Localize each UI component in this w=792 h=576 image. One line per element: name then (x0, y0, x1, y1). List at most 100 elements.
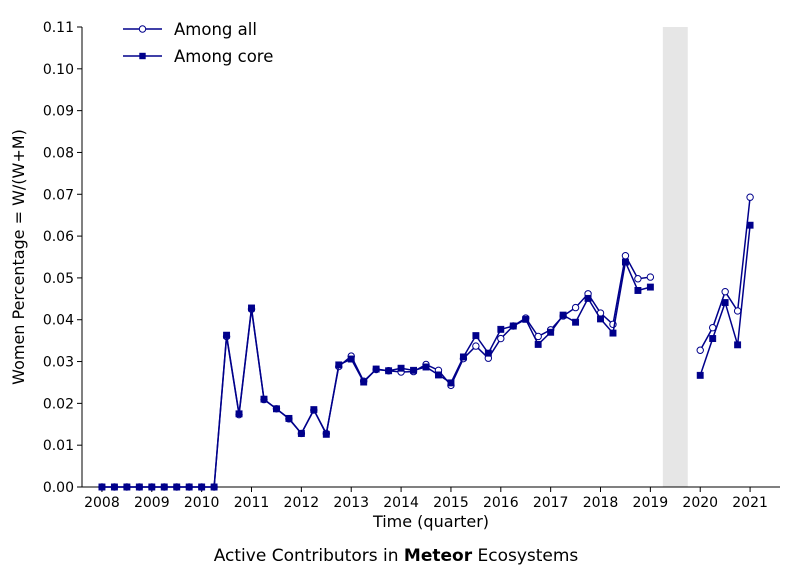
data-point (410, 366, 418, 374)
x-axis-label: Time (quarter) (372, 512, 489, 531)
x-tick-label: 2015 (433, 495, 469, 511)
data-point (572, 318, 580, 326)
data-point (322, 430, 330, 438)
data-point (173, 483, 181, 491)
x-tick-label: 2020 (682, 495, 718, 511)
data-point (347, 355, 355, 363)
y-tick-label: 0.09 (43, 104, 74, 120)
data-point (435, 371, 442, 379)
data-point (497, 325, 505, 333)
legend-label: Among core (174, 47, 273, 66)
data-point (472, 342, 480, 350)
y-tick-label: 0.01 (43, 438, 74, 454)
legend-label: Among all (174, 20, 257, 39)
legend: Among all Among core (123, 20, 273, 66)
y-tick-label: 0.04 (43, 313, 74, 329)
x-tick-label: 2010 (184, 495, 220, 511)
x-tick-label: 2014 (383, 495, 419, 511)
chart-caption: Active Contributors in Meteor Ecosystems (0, 546, 792, 566)
data-point (297, 430, 305, 437)
data-point (372, 365, 380, 373)
series-among-core (98, 221, 754, 491)
data-point (198, 483, 206, 491)
tick-layer: 0.00 0.01 0.02 0.03 0.04 0.05 0.06 0.07 0.08 0.09… (43, 20, 768, 511)
y-tick-label: 0.03 (43, 355, 74, 371)
series-line (101, 259, 651, 488)
caption-project-name: Meteor (403, 546, 473, 566)
data-point (634, 287, 642, 294)
x-tick-label: 2018 (583, 495, 619, 511)
data-point (135, 483, 143, 491)
data-point (148, 483, 156, 491)
x-tick-label: 2016 (483, 495, 519, 511)
y-tick-label: 0.05 (43, 271, 74, 287)
shaded-region (662, 27, 688, 487)
data-point (272, 405, 280, 413)
data-point (597, 315, 604, 323)
series-layer (98, 193, 754, 491)
data-point (509, 322, 517, 330)
data-point (472, 332, 480, 340)
data-point (721, 288, 729, 296)
data-point (721, 299, 729, 307)
x-tick-label: 2009 (134, 495, 170, 511)
data-point (646, 273, 655, 281)
y-tick-label: 0.07 (43, 187, 74, 203)
data-point (746, 193, 754, 201)
data-point (621, 252, 630, 260)
data-point (260, 395, 268, 403)
data-point (634, 275, 642, 283)
legend-marker (138, 25, 147, 33)
data-point (646, 283, 654, 291)
data-point (584, 294, 592, 302)
x-tick-label: 2021 (732, 495, 768, 511)
data-point (110, 483, 118, 491)
data-point (285, 414, 293, 422)
data-point (497, 334, 505, 343)
series-line (699, 197, 751, 351)
x-tick-label: 2012 (284, 495, 320, 511)
data-point (310, 406, 318, 414)
data-point (360, 378, 368, 386)
data-point (385, 367, 393, 375)
data-point (397, 364, 405, 372)
x-tick-label: 2011 (234, 495, 270, 511)
legend-item: Among all (123, 20, 257, 39)
data-point (522, 315, 530, 323)
data-point (123, 483, 131, 491)
data-point (459, 353, 467, 361)
data-point (235, 410, 243, 418)
data-point (559, 311, 567, 319)
y-axis-label: Women Percentage = W/(W+M) (9, 129, 28, 385)
caption-prefix: Active Contributors in (213, 546, 404, 566)
x-tick-label: 2019 (633, 495, 669, 511)
data-point (734, 341, 742, 349)
shaded-region-layer (662, 27, 688, 487)
data-point (335, 361, 343, 369)
data-point (547, 328, 555, 336)
y-tick-label: 0.11 (43, 20, 74, 36)
legend-item: Among core (123, 47, 273, 66)
data-point (223, 331, 231, 339)
y-tick-label: 0.06 (43, 229, 74, 245)
y-tick-label: 0.08 (43, 145, 74, 161)
data-point (248, 304, 255, 312)
data-point (621, 258, 629, 266)
data-point (185, 483, 193, 491)
data-point (422, 363, 430, 371)
y-tick-label: 0.02 (43, 396, 74, 412)
data-point (534, 340, 542, 348)
data-point (98, 483, 106, 491)
data-point (160, 483, 168, 491)
data-point (696, 346, 704, 354)
data-point (210, 483, 218, 491)
data-point (733, 307, 742, 315)
data-point (609, 329, 617, 337)
y-tick-label: 0.10 (43, 62, 74, 78)
data-point (447, 379, 455, 387)
data-point (696, 371, 704, 379)
x-tick-label: 2013 (333, 495, 369, 511)
x-tick-label: 2017 (533, 495, 569, 511)
series-among-all (98, 193, 754, 491)
